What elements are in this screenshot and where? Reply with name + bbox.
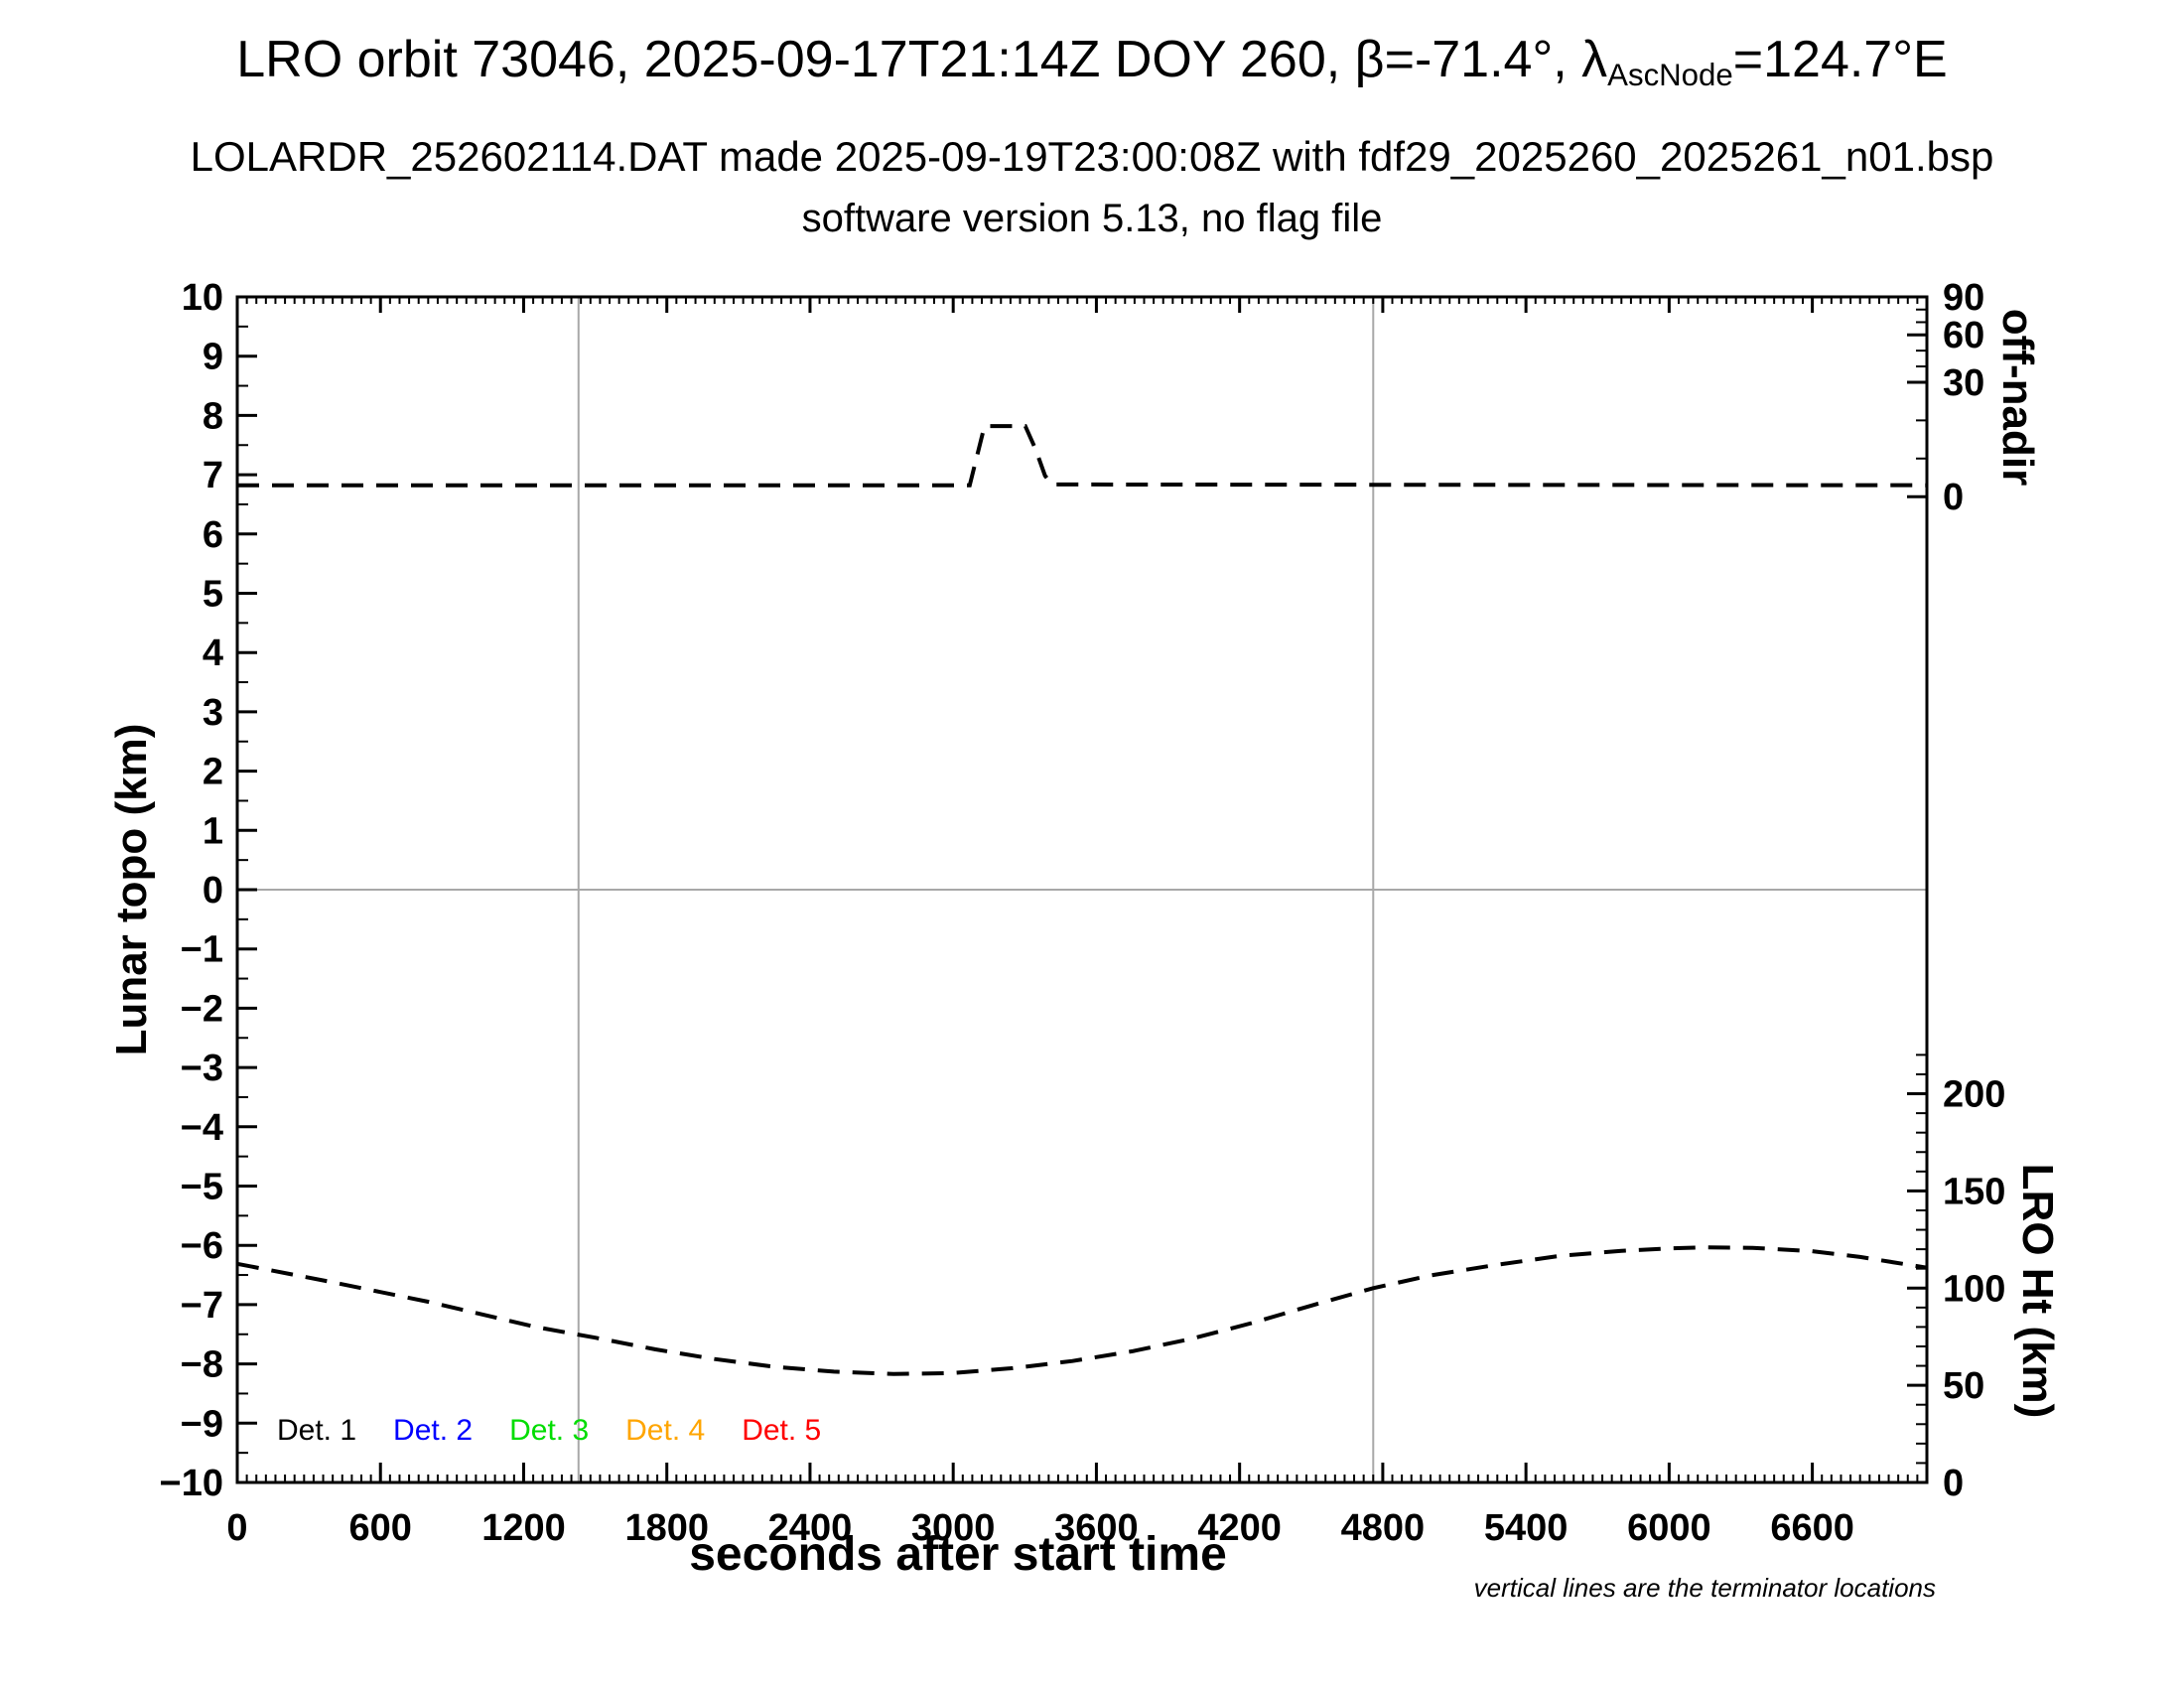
svg-text:−5: −5	[181, 1167, 223, 1208]
svg-text:6600: 6600	[1770, 1507, 1854, 1549]
svg-text:8: 8	[203, 395, 223, 437]
svg-text:30: 30	[1943, 362, 1984, 404]
page-title: LRO orbit 73046, 2025-09-17T21:14Z DOY 2…	[0, 30, 2184, 92]
svg-text:6000: 6000	[1627, 1507, 1711, 1549]
svg-text:1800: 1800	[624, 1507, 709, 1549]
svg-text:150: 150	[1943, 1171, 2005, 1212]
svg-text:0: 0	[1943, 1463, 1964, 1504]
legend-item-det-4: Det. 4	[625, 1414, 706, 1447]
svg-text:−4: −4	[181, 1107, 223, 1149]
svg-text:−7: −7	[181, 1285, 223, 1327]
svg-text:−2: −2	[181, 988, 223, 1030]
svg-text:2400: 2400	[768, 1507, 853, 1549]
legend-item-det-2: Det. 2	[393, 1414, 474, 1447]
legend-item-det-5: Det. 5	[742, 1414, 822, 1447]
svg-text:6: 6	[203, 514, 223, 556]
svg-text:−3: −3	[181, 1048, 223, 1089]
svg-text:−10: −10	[160, 1463, 223, 1504]
terminator-note: vertical lines are the terminator locati…	[1473, 1573, 1936, 1603]
svg-text:4800: 4800	[1341, 1507, 1426, 1549]
title-subscript: AscNode	[1607, 57, 1733, 92]
svg-text:10: 10	[182, 277, 223, 319]
svg-text:−9: −9	[181, 1403, 223, 1445]
svg-text:−6: −6	[181, 1225, 223, 1267]
svg-text:50: 50	[1943, 1365, 1984, 1407]
svg-text:100: 100	[1943, 1268, 2005, 1310]
svg-text:2: 2	[203, 752, 223, 793]
software-version-line: software version 5.13, no flag file	[801, 197, 1383, 240]
svg-text:7: 7	[203, 455, 223, 496]
svg-text:5: 5	[203, 574, 223, 616]
svg-text:9: 9	[203, 337, 223, 378]
svg-text:−1: −1	[181, 929, 223, 971]
legend: Det. 1 Det. 2 Det. 3 Det. 4 Det. 5	[277, 1414, 821, 1448]
svg-text:60: 60	[1943, 315, 1984, 356]
svg-text:0: 0	[1943, 477, 1964, 518]
title-main-text: LRO orbit 73046, 2025-09-17T21:14Z DOY 2…	[236, 31, 1608, 88]
svg-text:0: 0	[226, 1507, 247, 1549]
y-axis-title-off-nadir: off-nadir	[1993, 308, 2042, 487]
svg-text:1200: 1200	[481, 1507, 566, 1549]
data-file-subtitle: LOLARDR_252602114.DAT made 2025-09-19T23…	[190, 133, 1994, 180]
legend-item-det-1: Det. 1	[277, 1414, 357, 1447]
svg-text:1: 1	[203, 810, 223, 852]
svg-text:600: 600	[349, 1507, 412, 1549]
svg-text:0: 0	[203, 870, 223, 912]
svg-text:3600: 3600	[1054, 1507, 1139, 1549]
svg-text:3: 3	[203, 692, 223, 734]
legend-item-det-3: Det. 3	[509, 1414, 590, 1447]
title-tail-text: =124.7°E	[1732, 31, 1948, 88]
y-axis-title-lro-height: LRO Ht (km)	[2013, 1163, 2062, 1419]
x-axis-title: seconds after start time	[689, 1528, 1227, 1581]
svg-text:90: 90	[1943, 277, 1984, 319]
svg-text:200: 200	[1943, 1074, 2005, 1116]
y-axis-title-lunar-topo: Lunar topo (km)	[107, 723, 156, 1056]
svg-text:−8: −8	[181, 1344, 223, 1386]
svg-text:5400: 5400	[1484, 1507, 1569, 1549]
svg-text:4200: 4200	[1197, 1507, 1282, 1549]
svg-text:3000: 3000	[911, 1507, 996, 1549]
svg-text:4: 4	[203, 633, 223, 674]
